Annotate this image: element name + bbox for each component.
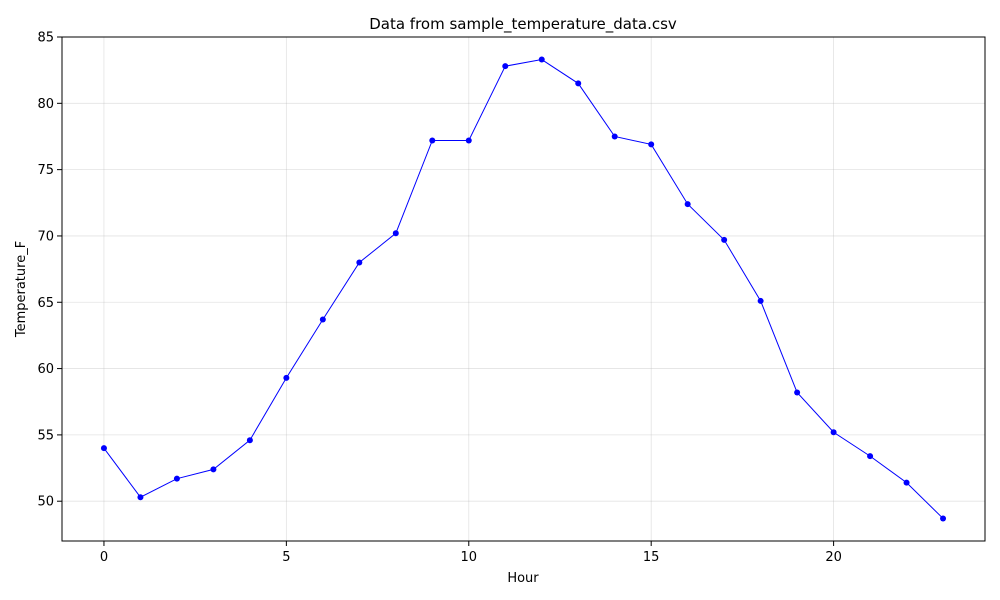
- y-tick-label: 70: [37, 229, 54, 244]
- data-point: [465, 137, 472, 144]
- plot-frame: [61, 36, 986, 542]
- data-point: [757, 297, 764, 304]
- y-tick-label: 65: [37, 296, 54, 311]
- data-point: [100, 445, 107, 452]
- data-point: [538, 56, 545, 63]
- x-tick-label: 5: [282, 550, 290, 565]
- y-tick-label: 50: [37, 495, 54, 510]
- data-point: [611, 133, 618, 140]
- data-point: [246, 437, 253, 444]
- data-point: [392, 230, 399, 237]
- data-point: [867, 453, 874, 460]
- data-point: [210, 466, 217, 473]
- chart-title: Data from sample_temperature_data.csv: [369, 15, 677, 34]
- data-point: [137, 494, 144, 501]
- data-point: [283, 374, 290, 381]
- x-tick-label: 0: [100, 550, 108, 565]
- data-point: [940, 515, 947, 522]
- data-point: [794, 389, 801, 396]
- data-point: [903, 479, 910, 486]
- series-line: [103, 59, 944, 519]
- series: [100, 56, 947, 522]
- data-point: [830, 429, 837, 436]
- data-point: [173, 475, 180, 482]
- data-point: [429, 137, 436, 144]
- y-tick-label: 80: [37, 97, 54, 112]
- data-point: [648, 141, 655, 148]
- data-point: [502, 63, 509, 70]
- x-tick-label: 20: [825, 550, 842, 565]
- x-axis-label: Hour: [507, 571, 539, 586]
- x-tick-label: 15: [643, 550, 660, 565]
- y-tick-label: 60: [37, 362, 54, 377]
- data-point: [356, 259, 363, 266]
- y-tick-label: 85: [37, 31, 54, 46]
- data-point: [721, 236, 728, 243]
- y-tick-label: 75: [37, 163, 54, 178]
- data-point: [319, 316, 326, 323]
- y-tick-label: 55: [37, 428, 54, 443]
- data-point: [684, 201, 691, 208]
- data-point: [575, 80, 582, 87]
- y-axis-label: Temperature_F: [14, 241, 29, 338]
- grid-lines: [62, 36, 985, 541]
- x-tick-label: 10: [461, 550, 478, 565]
- axis-ticks: 0 5 10 15 20 50 55 60 65 70 75 80 85: [37, 31, 841, 566]
